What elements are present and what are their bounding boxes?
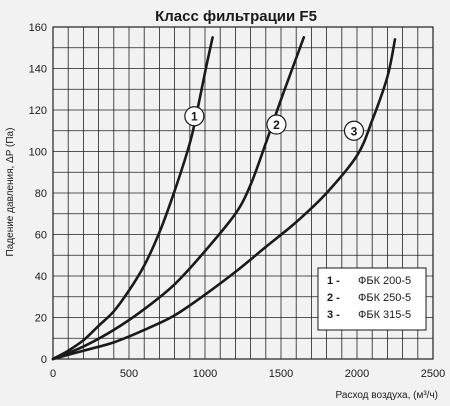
- y-tick-label: 0: [41, 354, 47, 366]
- series-marker-3: 3: [343, 120, 365, 141]
- y-tick-label: 160: [29, 22, 47, 34]
- series-marker-2: 2: [266, 114, 287, 135]
- series-line-3: [51, 38, 397, 361]
- y-tick-label: 120: [29, 105, 47, 117]
- plot-frame: [52, 26, 434, 360]
- y-tick-label: 20: [35, 313, 47, 325]
- y-tick-label: 60: [35, 230, 47, 242]
- y-tick-label: 140: [29, 64, 47, 76]
- series-markers: 1 2 3: [184, 106, 365, 141]
- y-tick-label: 80: [35, 188, 47, 200]
- marker-label: 2: [273, 118, 280, 132]
- chart-title: Класс фильтрации F5: [155, 8, 317, 25]
- series-line-2: [51, 36, 306, 361]
- legend-number: 3 -: [327, 309, 340, 321]
- marker-label: 1: [191, 110, 198, 124]
- y-axis-label: Падение давления, ΔP (Па): [5, 128, 16, 257]
- marker-circle: [343, 120, 365, 141]
- axes: 0 500 1000 1500 2000 2500 0 20 40 60 80 100 120 140 16…: [29, 22, 446, 380]
- x-tick-label: 2500: [421, 368, 445, 380]
- marker-label: 3: [351, 124, 358, 138]
- legend-entry: ФБК 315-5: [358, 309, 411, 321]
- legend-number: 1 -: [327, 275, 340, 287]
- x-tick-label: 2000: [345, 368, 369, 380]
- legend-entry: ФБК 250-5: [358, 292, 411, 304]
- y-tick-label: 100: [29, 147, 47, 159]
- x-tick-label: 500: [120, 368, 138, 380]
- series-marker-1: 1: [184, 106, 205, 127]
- legend: 1 - ФБК 200-5 2 - ФБК 250-5 3 - ФБК 315-5: [317, 267, 427, 331]
- x-tick-label: 0: [50, 368, 56, 380]
- legend-entry: ФБК 200-5: [358, 275, 411, 287]
- x-axis-label: Расход воздуха, (м³/ч): [336, 390, 438, 401]
- x-tick-label: 1000: [193, 368, 217, 380]
- x-tick-label: 1500: [269, 368, 293, 380]
- legend-box: [317, 267, 427, 331]
- y-tick-label: 40: [35, 271, 47, 283]
- legend-number: 2 -: [327, 292, 340, 304]
- marker-circle: [266, 114, 287, 135]
- marker-circle: [184, 106, 205, 127]
